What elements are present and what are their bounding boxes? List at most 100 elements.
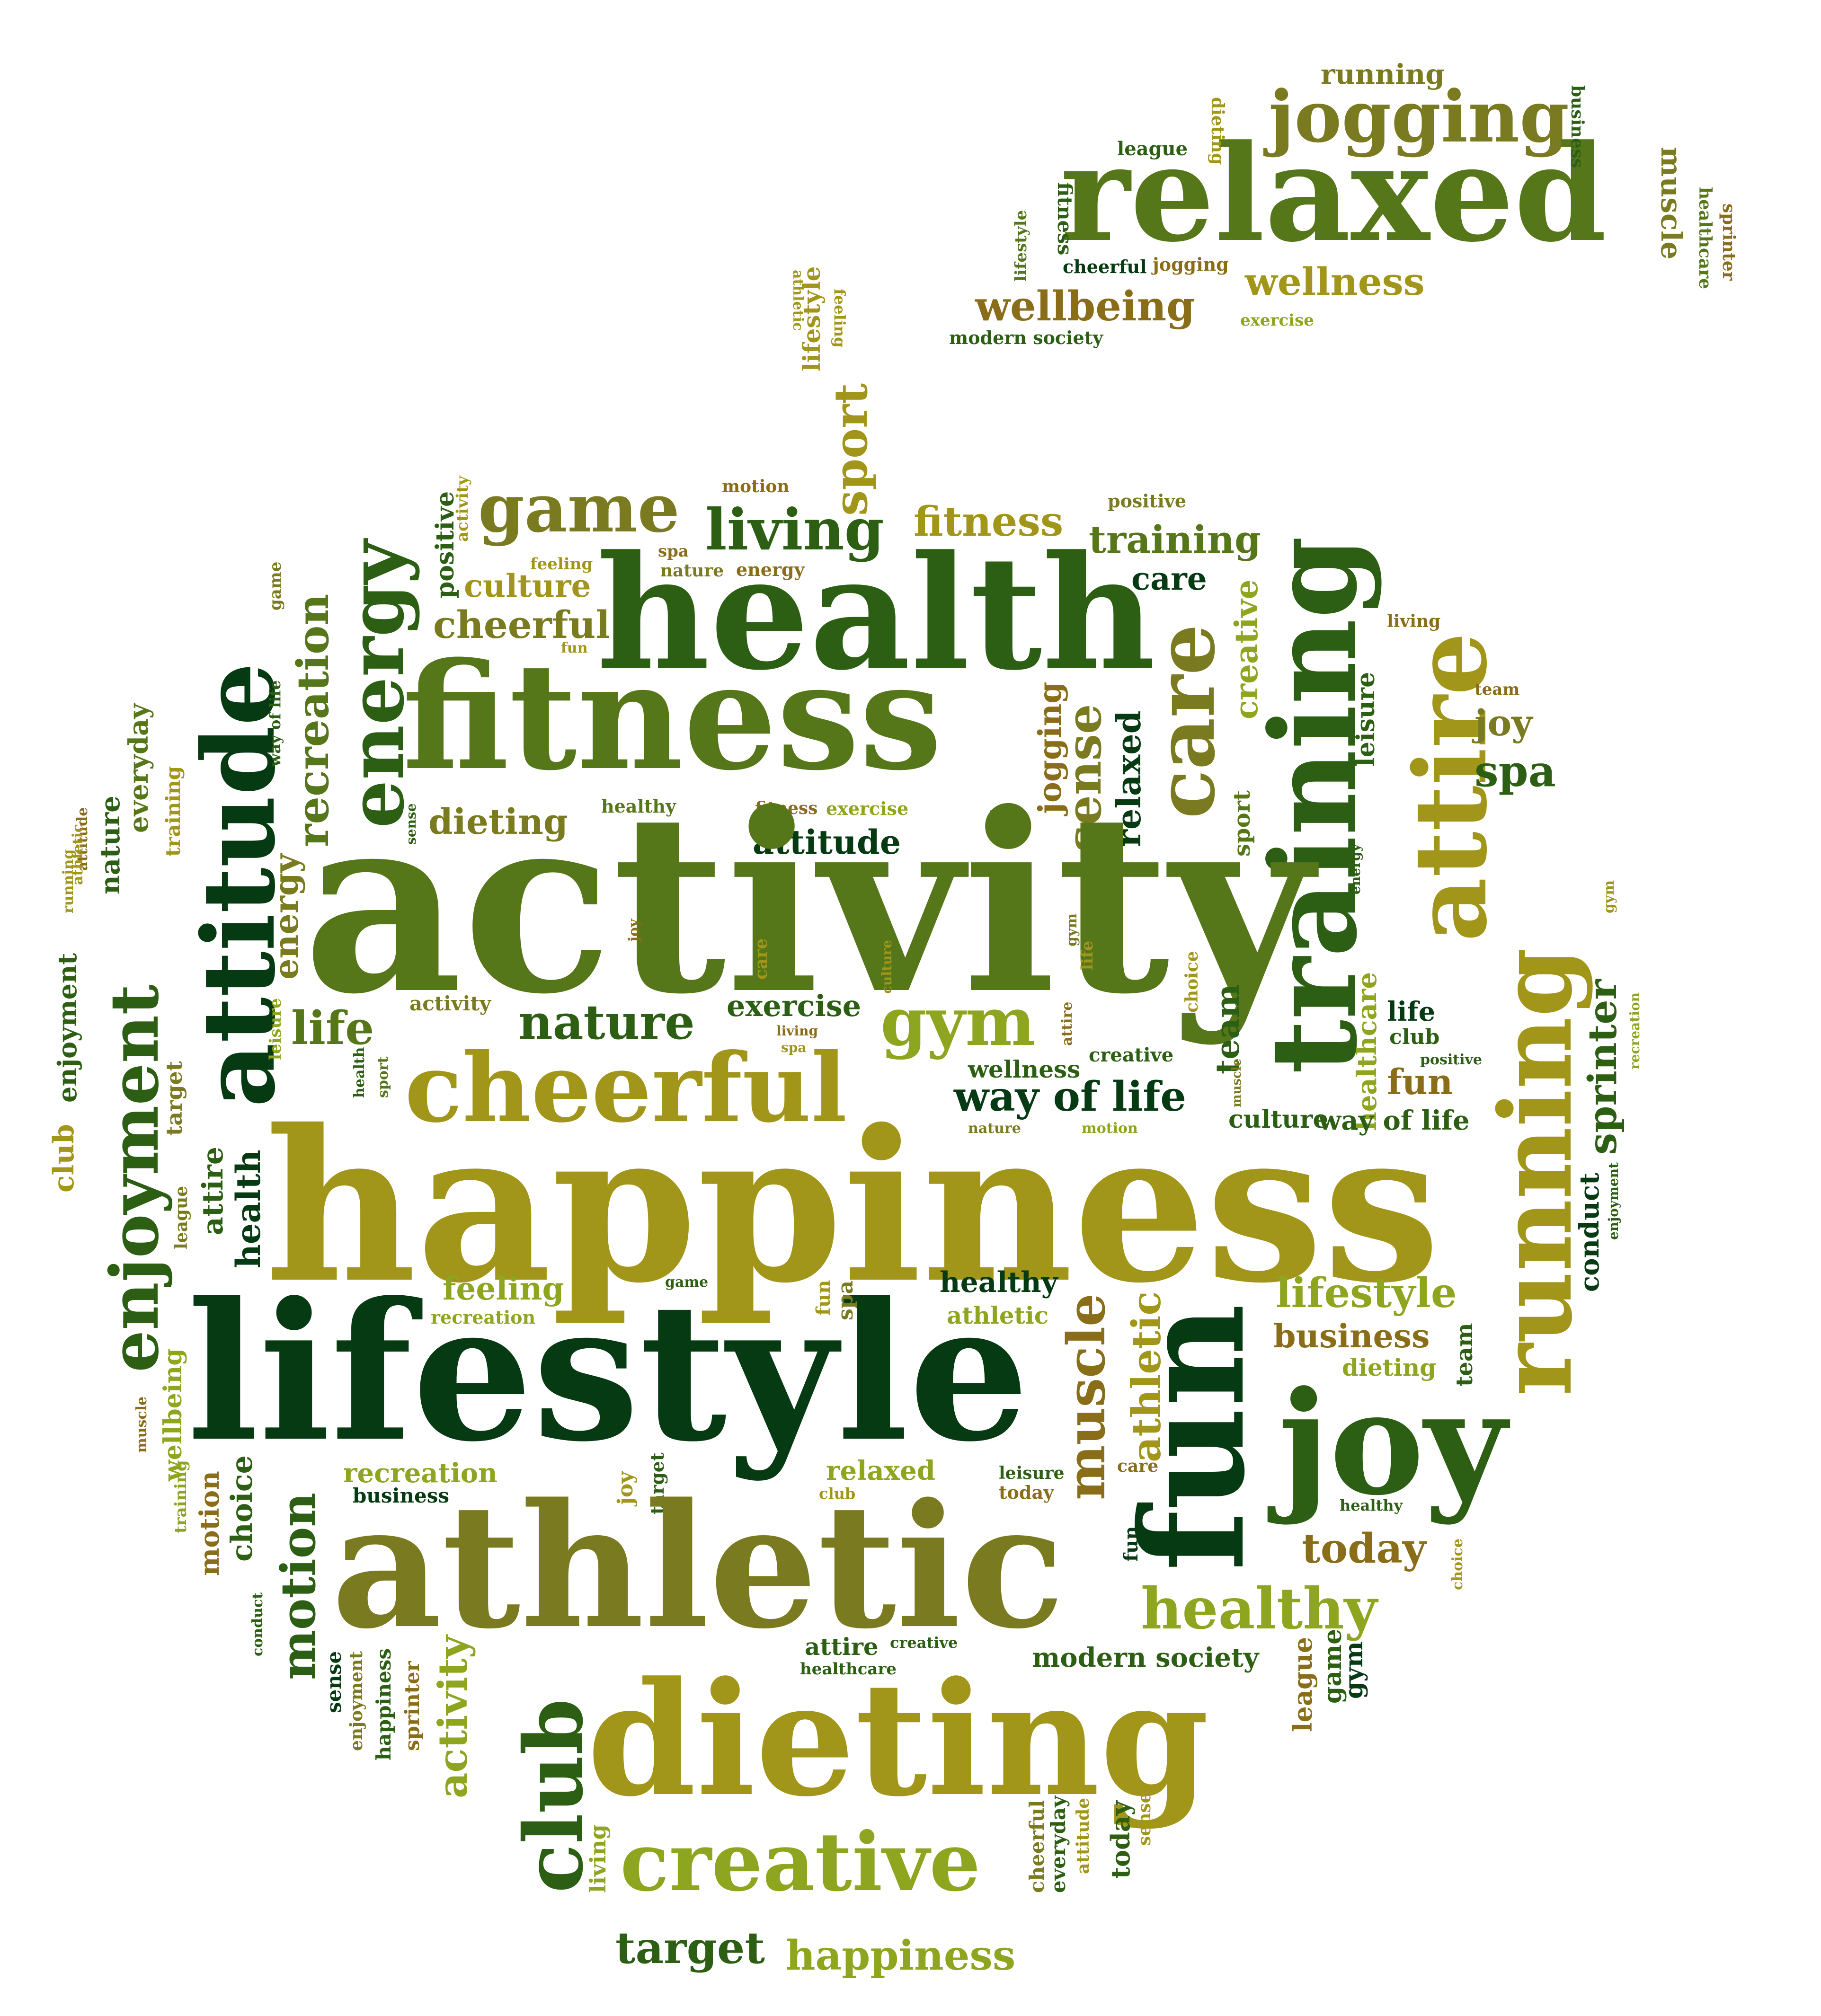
word-stem-fitness: fitness	[1053, 182, 1076, 256]
word-cheerful-bottom: cheerful	[1025, 1800, 1048, 1893]
word-enjoyment-right: enjoyment	[1606, 1162, 1621, 1240]
word-relaxed-small: relaxed	[826, 1455, 935, 1486]
word-dieting-mid: dieting	[428, 802, 568, 842]
word-positive-top: positive	[1108, 490, 1186, 512]
word-running-tiny: running	[60, 849, 77, 913]
word-joy-small: joy	[1475, 702, 1533, 744]
word-business-mid: business	[1273, 1317, 1430, 1355]
word-club-vertical: club	[506, 1698, 601, 1893]
word-attire-tiny: attire	[1059, 1001, 1075, 1046]
word-muscle-vertical: muscle	[1056, 1293, 1117, 1500]
word-today-small: today	[999, 1482, 1054, 1503]
word-leisure-small: leisure	[999, 1463, 1065, 1483]
word-stem-league: league	[1117, 138, 1188, 160]
word-attitude-mid: attitude	[753, 822, 901, 862]
word-leisure-tiny: leisure	[266, 998, 285, 1060]
word-gym-tiny: gym	[1064, 913, 1080, 946]
word-choice-right: choice	[1449, 1539, 1466, 1590]
word-stem-sport: sport	[824, 383, 878, 516]
word-fun-tiny-vertical: fun	[812, 1280, 835, 1316]
word-cheerful-big: cheerful	[405, 1033, 847, 1144]
word-motion: motion	[722, 477, 790, 496]
word-spa-tiny: spa	[781, 1040, 807, 1055]
word-sense-bottom: sense	[1135, 1792, 1155, 1846]
word-activity-small: activity	[409, 992, 491, 1015]
word-stem-cheerful: cheerful	[1063, 256, 1147, 277]
word-attitude-bottom: attitude	[1073, 1797, 1093, 1874]
word-life-right: life	[1387, 996, 1436, 1027]
word-league-right: league	[1288, 1636, 1318, 1732]
word-healthy-small: healthy	[601, 796, 676, 817]
word-stem-muscle: muscle	[1654, 147, 1688, 260]
word-everyday-bottom: everyday	[1047, 1795, 1070, 1893]
word-enjoyment-big: enjoyment	[96, 984, 174, 1372]
word-training-left: training	[161, 766, 185, 857]
word-game-left: game	[266, 561, 285, 610]
word-creative-small: creative	[1089, 1044, 1174, 1066]
word-athletic-small: athletic	[947, 1301, 1049, 1329]
word-stem-healthcare: healthcare	[1695, 187, 1715, 289]
word-modern-society-mid: modern society	[1032, 1642, 1259, 1673]
word-club-right: club	[1389, 1025, 1440, 1049]
word-cheerful-top: cheerful	[433, 602, 610, 647]
word-recreation-small: recreation	[431, 1307, 536, 1328]
word-stem-exercise: exercise	[1240, 311, 1314, 330]
word-joy-tiny: joy	[626, 919, 642, 942]
word-attire-left: attire	[196, 1147, 230, 1235]
word-recreation-tiny: recreation	[1627, 992, 1643, 1070]
word-nature-top: nature	[660, 561, 724, 581]
word-enjoyment-left: enjoyment	[52, 953, 82, 1103]
word-training-tiny-left: training	[171, 1460, 190, 1533]
word-stem-dieting: dieting	[1208, 97, 1227, 165]
word-feeling-mid: feeling	[443, 1270, 564, 1307]
word-lifestyle-huge: lifestyle	[187, 1261, 1030, 1484]
word-everyday-left: everyday	[123, 703, 154, 833]
word-today-mid: today	[1302, 1525, 1426, 1573]
word-care-tiny: care	[751, 938, 771, 980]
word-game: game	[478, 470, 680, 548]
word-target-left: target	[161, 1061, 187, 1136]
word-athletic-huge: athletic	[331, 1466, 1065, 1666]
word-stem-jogging: jogging	[1269, 75, 1570, 159]
word-fun-vertical: fun	[1109, 1303, 1276, 1571]
word-conduct-right: conduct	[1574, 1173, 1605, 1292]
word-life-tiny: life	[1078, 940, 1097, 970]
word-living-right: living	[1387, 611, 1441, 631]
word-nature-mid: nature	[518, 994, 695, 1050]
word-joy-big: joy	[1278, 1360, 1507, 1527]
word-living-bottom: living	[585, 1824, 611, 1893]
word-healthy-big: healthy	[1141, 1575, 1377, 1642]
word-stem-wellness: wellness	[1245, 259, 1425, 304]
word-sense-small: sense	[322, 1651, 346, 1713]
word-way-of-life-vertical: way of life	[266, 680, 284, 767]
word-lifestyle-small: lifestyle	[1276, 1269, 1457, 1317]
word-spa-right: spa	[1475, 746, 1556, 796]
word-stem-relaxed: relaxed	[1060, 116, 1607, 272]
word-training-top: training	[1089, 517, 1261, 562]
word-way-of-life-mid: way of life	[954, 1073, 1187, 1121]
word-stem-lifestyle-tall: lifestyle	[798, 266, 826, 371]
word-culture: culture	[464, 567, 591, 604]
word-today-bottom: today	[1105, 1800, 1136, 1879]
word-enjoyment-small: enjoyment	[346, 1651, 366, 1751]
word-fun-dark-vertical: fun	[1120, 1526, 1142, 1562]
word-team-small: team	[1475, 680, 1520, 699]
word-energy-small: energy	[266, 853, 306, 980]
word-dieting-small: dieting	[1342, 1353, 1437, 1381]
word-nature-left: nature	[95, 796, 126, 894]
word-club-small: club	[819, 1485, 856, 1503]
word-dieting-huge: dieting	[587, 1647, 1209, 1831]
word-fitness-top: fitness	[914, 498, 1064, 546]
word-spa-top: spa	[658, 542, 689, 561]
word-recreation-mid: recreation	[343, 1458, 497, 1489]
word-sprinter-small: sprinter	[400, 1661, 424, 1751]
word-gym-right-small: gym	[1340, 1641, 1368, 1699]
word-exercise-small: exercise	[826, 798, 909, 819]
word-exercise-mid: exercise	[727, 989, 862, 1023]
word-stem-business: business	[1567, 85, 1587, 168]
word-spa-tiny-vertical: spa	[834, 1280, 858, 1320]
word-living: living	[705, 496, 884, 563]
word-stem-jogging-small: jogging	[1153, 254, 1229, 275]
word-choice-left: choice	[224, 1455, 259, 1562]
word-way-of-life-right: way of life	[1318, 1105, 1470, 1136]
